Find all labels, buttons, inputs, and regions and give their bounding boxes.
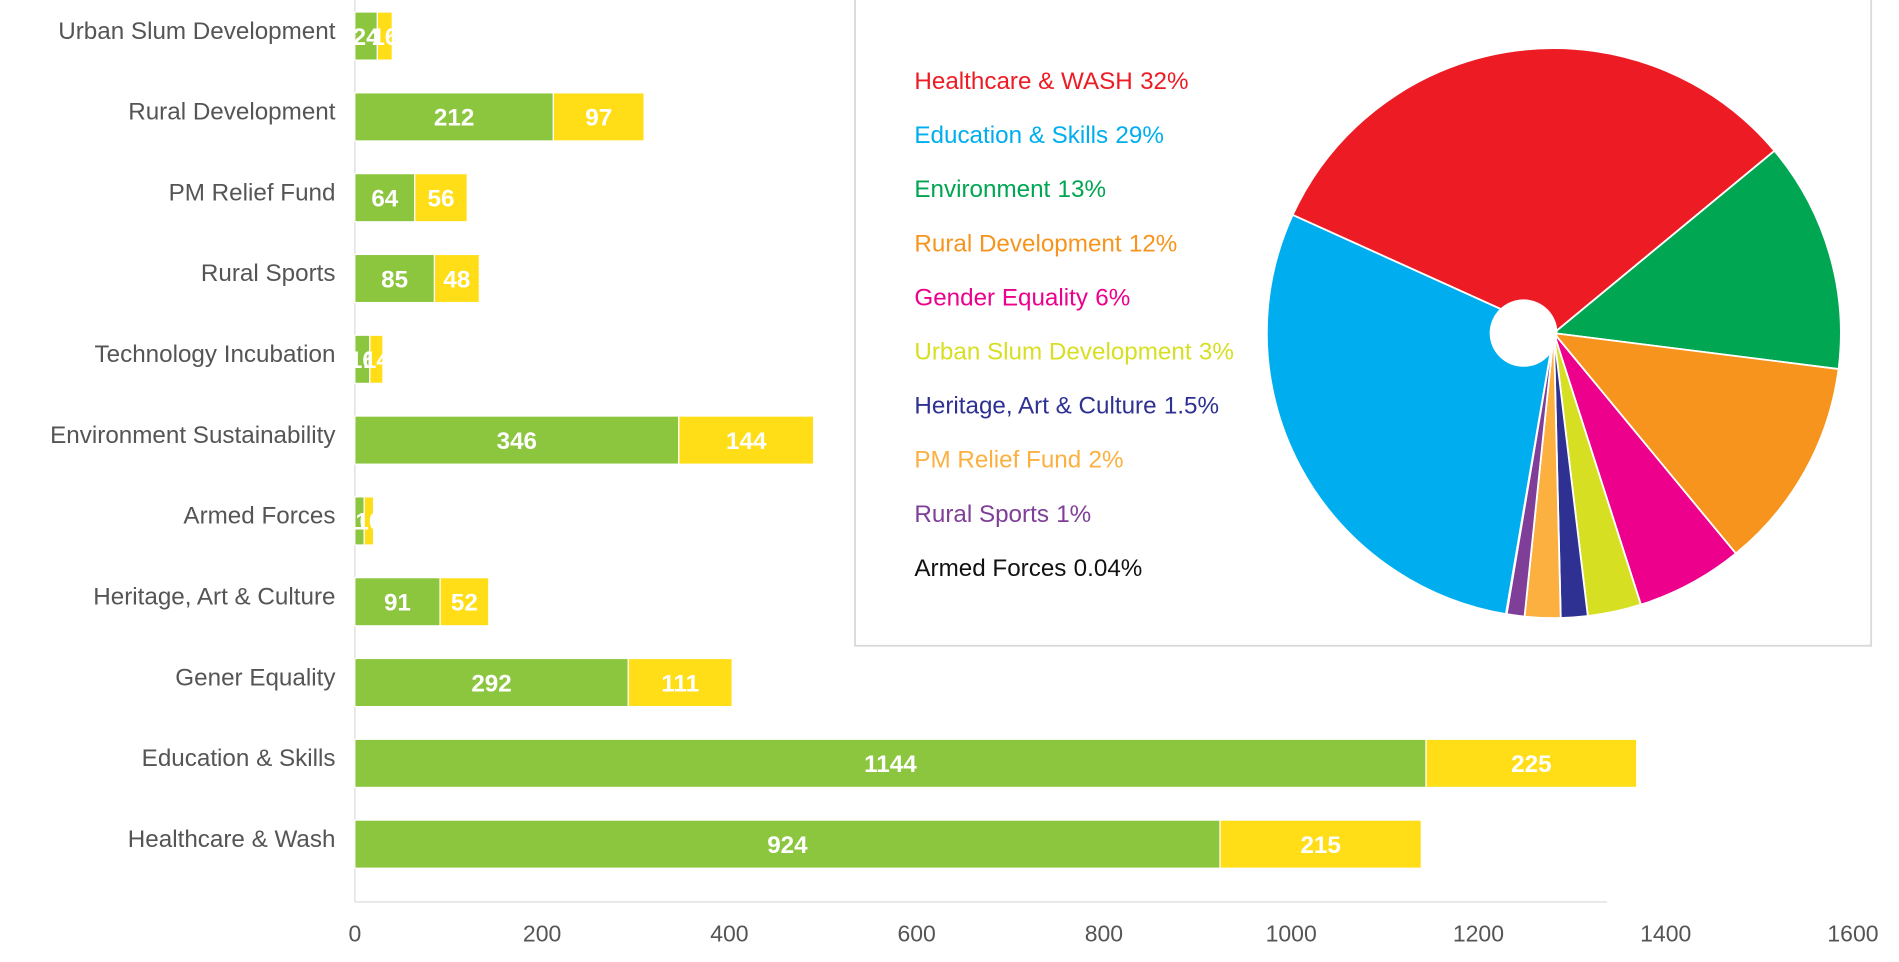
category-label: Rural Sports xyxy=(201,260,336,287)
data-label: 97 xyxy=(585,105,612,132)
bar-segment xyxy=(354,415,680,465)
legend-value: 3% xyxy=(1199,339,1234,366)
category-label: Urban Slum Development xyxy=(58,18,336,45)
bar-segment xyxy=(433,253,480,304)
data-label: 16 xyxy=(371,24,398,51)
category-label: Rural Development xyxy=(128,99,336,126)
bar-segment xyxy=(354,577,441,627)
pie-slice xyxy=(1265,213,1555,616)
data-label: 215 xyxy=(1300,832,1340,859)
bar-segment xyxy=(552,92,645,142)
category-label: Armed Forces xyxy=(183,503,335,530)
legend-value: 0.04% xyxy=(1074,555,1143,582)
x-tick-label: 200 xyxy=(523,921,561,947)
x-tick-label: 800 xyxy=(1085,921,1123,947)
legend-value: 13% xyxy=(1058,177,1106,204)
data-label: 85 xyxy=(381,266,408,293)
bar-segment xyxy=(354,173,416,223)
bar-segment xyxy=(1425,738,1638,788)
legend-value: 2% xyxy=(1089,447,1124,474)
data-label: 56 xyxy=(428,186,455,213)
data-label: 225 xyxy=(1511,751,1551,778)
category-label: Gener Equality xyxy=(175,664,336,691)
legend-label: PM Relief Fund xyxy=(914,447,1081,474)
data-label: 14 xyxy=(363,347,391,374)
category-label: Education & Skills xyxy=(142,745,336,772)
legend-value: 6% xyxy=(1095,285,1130,312)
data-label: 346 xyxy=(497,428,537,455)
legend-label: Education & Skills xyxy=(914,123,1108,150)
bar-segment xyxy=(439,577,490,627)
bar-segment xyxy=(354,92,554,142)
category-label: Environment Sustainability xyxy=(50,422,336,449)
legend-label: Healthcare & WASH xyxy=(914,68,1132,95)
bar-segment xyxy=(354,738,1427,788)
x-tick-label: 1000 xyxy=(1266,921,1317,947)
legend-label: Armed Forces xyxy=(914,555,1066,582)
data-label: 48 xyxy=(443,266,470,293)
data-label: 212 xyxy=(434,105,474,132)
bar-segment xyxy=(1219,819,1422,869)
x-tick-label: 1600 xyxy=(1827,921,1878,947)
category-label: PM Relief Fund xyxy=(169,180,336,207)
data-label: 924 xyxy=(767,832,808,859)
legend-entry: Armed Forces 0.04% xyxy=(914,555,1142,582)
pie-slice xyxy=(1551,331,1840,555)
bar-segment xyxy=(369,334,384,384)
bar-segment xyxy=(354,819,1221,869)
bar-segment xyxy=(363,496,375,546)
legend-value: 1.5% xyxy=(1164,393,1219,420)
pie-slice xyxy=(1291,47,1776,335)
category-label: Heritage, Art & Culture xyxy=(93,584,335,611)
legend-entry: Education & Skills 29% xyxy=(914,123,1164,150)
bar-segment xyxy=(354,657,629,708)
legend-label: Rural Development xyxy=(914,231,1122,258)
legend-entry: Rural Development 12% xyxy=(914,231,1177,258)
bar-segment xyxy=(678,415,815,465)
bar-segment xyxy=(627,657,733,708)
legend-label: Heritage, Art & Culture xyxy=(914,393,1156,420)
legend-entry: PM Relief Fund 2% xyxy=(914,447,1123,474)
legend-label: Rural Sports xyxy=(914,501,1049,528)
data-label: 52 xyxy=(451,590,478,617)
legend-entry: Rural Sports 1% xyxy=(914,501,1091,528)
pie-hole xyxy=(1489,299,1558,367)
data-label: 111 xyxy=(661,670,699,697)
legend-value: 12% xyxy=(1129,231,1177,258)
legend-entry: Gender Equality 6% xyxy=(914,285,1130,312)
bar-segment xyxy=(414,173,468,223)
legend-entry: Healthcare & WASH 32% xyxy=(914,68,1188,95)
x-tick-label: 1400 xyxy=(1640,921,1691,947)
legend-entry: Environment 13% xyxy=(914,177,1106,204)
data-label: 24 xyxy=(353,24,381,51)
legend-label: Environment xyxy=(914,177,1050,204)
legend-label: Gender Equality xyxy=(914,285,1089,312)
legend-label: Urban Slum Development xyxy=(914,339,1192,366)
data-label: 1144 xyxy=(864,751,917,778)
x-tick-label: 1200 xyxy=(1453,921,1504,947)
legend-value: 1% xyxy=(1056,501,1091,528)
x-tick-label: 400 xyxy=(710,921,748,947)
category-label: Healthcare & Wash xyxy=(128,826,336,853)
data-label: 10 xyxy=(355,509,382,536)
x-tick-label: 600 xyxy=(897,921,935,947)
pie-slice xyxy=(1551,149,1842,371)
data-label: 144 xyxy=(726,428,767,455)
legend-entry: Urban Slum Development 3% xyxy=(914,339,1233,366)
legend-value: 29% xyxy=(1115,123,1163,150)
bar-segment xyxy=(354,253,436,304)
data-label: 91 xyxy=(384,590,411,617)
legend-entry: Heritage, Art & Culture 1.5% xyxy=(914,393,1219,420)
legend-value: 32% xyxy=(1140,68,1188,95)
x-tick-label: 0 xyxy=(348,921,361,947)
category-label: Technology Incubation xyxy=(95,341,336,368)
data-label: 64 xyxy=(371,186,399,213)
data-label: 292 xyxy=(471,670,511,697)
bar-segment xyxy=(376,11,393,61)
